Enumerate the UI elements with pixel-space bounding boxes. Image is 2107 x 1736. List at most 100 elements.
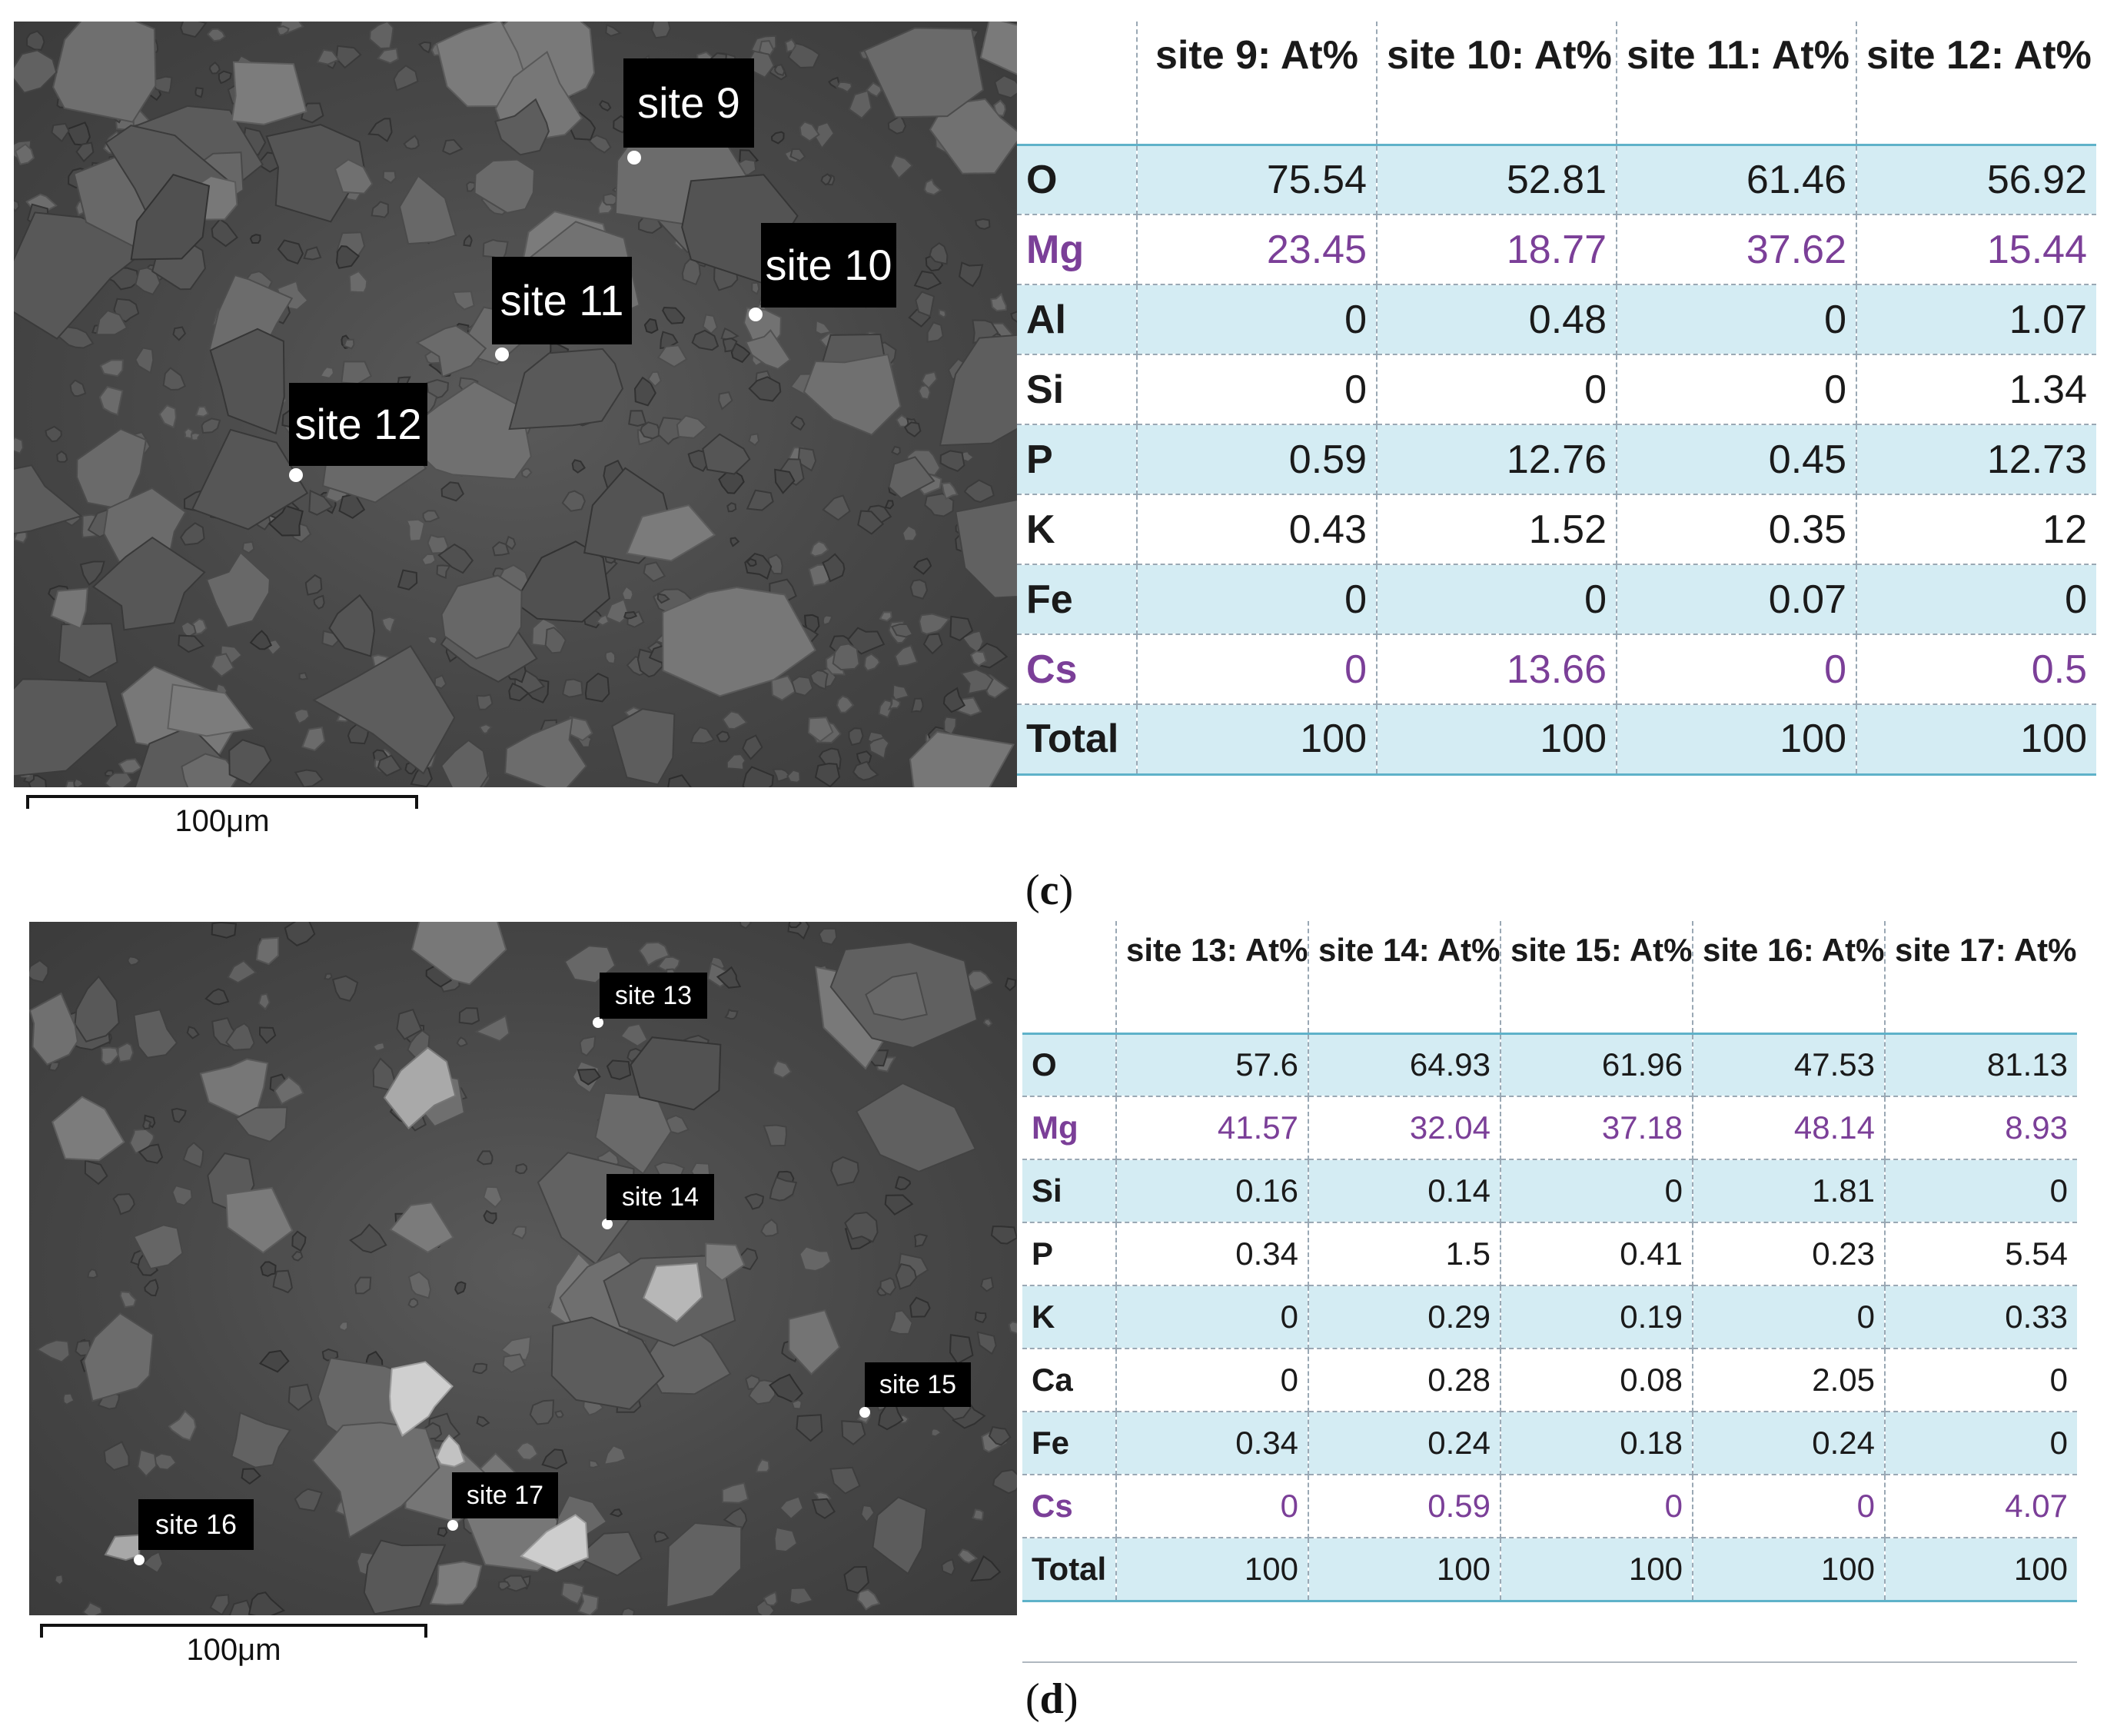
column-header: site 9: At% bbox=[1137, 22, 1378, 145]
site-14-label: site 14 bbox=[607, 1174, 714, 1220]
eds-table-d: site 13: At% site 14: At% site 15: At% site… bbox=[1022, 921, 2077, 1602]
site-11-label: site 11 bbox=[492, 257, 632, 344]
value-cell: 52.81 bbox=[1377, 143, 1617, 215]
element-cell: Total bbox=[1017, 704, 1138, 776]
table-row: Si 0.16 0.14 0 1.81 0 bbox=[1022, 1159, 2077, 1223]
table-row: O 75.54 52.81 61.46 56.92 bbox=[1017, 143, 2096, 215]
column-header: site 15: At% bbox=[1500, 921, 1693, 1033]
value-cell: 75.54 bbox=[1137, 143, 1378, 215]
table-body-c: O 75.54 52.81 61.46 56.92 Mg 23.45 18.77 37.62 15… bbox=[1017, 143, 2096, 776]
value-cell: 64.93 bbox=[1308, 1032, 1501, 1097]
value-cell: 0.24 bbox=[1693, 1412, 1886, 1475]
value-cell: 1.34 bbox=[1856, 354, 2096, 425]
value-cell: 1.07 bbox=[1856, 284, 2096, 355]
value-cell: 0 bbox=[1885, 1412, 2077, 1475]
sem-image-c: site 9 site 10 site 11 site 12 bbox=[14, 22, 1017, 787]
value-cell: 0.33 bbox=[1885, 1285, 2077, 1349]
site-12-marker bbox=[289, 468, 303, 482]
value-cell: 0 bbox=[1617, 354, 1857, 425]
value-cell: 37.62 bbox=[1617, 215, 1857, 285]
column-header: site 10: At% bbox=[1377, 22, 1617, 145]
column-header: site 14: At% bbox=[1308, 921, 1501, 1033]
value-cell: 0.35 bbox=[1617, 494, 1857, 565]
value-cell: 0 bbox=[1116, 1285, 1309, 1349]
site-9-marker bbox=[627, 151, 641, 165]
site-14-marker bbox=[602, 1219, 613, 1229]
table-row: P 0.34 1.5 0.41 0.23 5.54 bbox=[1022, 1222, 2077, 1286]
element-cell: Ca bbox=[1022, 1349, 1117, 1412]
value-cell: 0 bbox=[1693, 1475, 1886, 1538]
value-cell: 0 bbox=[1116, 1475, 1309, 1538]
value-cell: 0.14 bbox=[1308, 1159, 1501, 1223]
value-cell: 4.07 bbox=[1885, 1475, 2077, 1538]
table-row: O 57.6 64.93 61.96 47.53 81.13 bbox=[1022, 1032, 2077, 1097]
element-cell: Al bbox=[1017, 284, 1138, 355]
element-cell: Total bbox=[1022, 1538, 1117, 1602]
site-15-marker bbox=[859, 1407, 870, 1418]
table-row: K 0 0.29 0.19 0 0.33 bbox=[1022, 1285, 2077, 1349]
value-cell: 0.34 bbox=[1116, 1222, 1309, 1286]
value-cell: 0 bbox=[1500, 1159, 1693, 1223]
value-cell: 12.73 bbox=[1856, 424, 2096, 495]
column-header: site 17: At% bbox=[1885, 921, 2077, 1033]
table-header-c: site 9: At% site 10: At% site 11: At% site … bbox=[1017, 22, 2096, 145]
site-12-label: site 12 bbox=[289, 383, 427, 466]
value-cell: 12 bbox=[1856, 494, 2096, 565]
value-cell: 41.57 bbox=[1116, 1096, 1309, 1160]
header-corner bbox=[1017, 22, 1138, 145]
value-cell: 0.08 bbox=[1500, 1349, 1693, 1412]
sem-image-d: site 13 site 14 site 15 site 16 site 17 bbox=[29, 922, 1017, 1615]
value-cell: 13.66 bbox=[1377, 634, 1617, 705]
table-row: P 0.59 12.76 0.45 12.73 bbox=[1017, 424, 2096, 495]
element-cell: P bbox=[1022, 1222, 1117, 1286]
value-cell: 1.5 bbox=[1308, 1222, 1501, 1286]
scale-bar-text-c: 100μm bbox=[174, 804, 270, 838]
table-row: Fe 0 0 0.07 0 bbox=[1017, 564, 2096, 635]
site-15-label: site 15 bbox=[865, 1362, 971, 1407]
value-cell: 0 bbox=[1617, 284, 1857, 355]
value-cell: 61.96 bbox=[1500, 1032, 1693, 1097]
value-cell: 0.19 bbox=[1500, 1285, 1693, 1349]
value-cell: 0 bbox=[1137, 284, 1378, 355]
value-cell: 15.44 bbox=[1856, 215, 2096, 285]
value-cell: 5.54 bbox=[1885, 1222, 2077, 1286]
scale-bar-c: 100μm bbox=[26, 795, 418, 849]
element-cell: Cs bbox=[1017, 634, 1138, 705]
sem-particles-d bbox=[29, 922, 1017, 1615]
value-cell: 37.18 bbox=[1500, 1096, 1693, 1160]
value-cell: 0.07 bbox=[1617, 564, 1857, 635]
value-cell: 0 bbox=[1617, 634, 1857, 705]
value-cell: 32.04 bbox=[1308, 1096, 1501, 1160]
value-cell: 0 bbox=[1500, 1475, 1693, 1538]
value-cell: 0.28 bbox=[1308, 1349, 1501, 1412]
column-header: site 12: At% bbox=[1856, 22, 2096, 145]
table-divider-d bbox=[1022, 1661, 2077, 1663]
value-cell: 0.24 bbox=[1308, 1412, 1501, 1475]
value-cell: 100 bbox=[1856, 704, 2096, 776]
value-cell: 0.45 bbox=[1617, 424, 1857, 495]
value-cell: 0.16 bbox=[1116, 1159, 1309, 1223]
element-cell: Fe bbox=[1022, 1412, 1117, 1475]
sem-particles-c bbox=[14, 22, 1017, 787]
table-row: Cs 0 13.66 0 0.5 bbox=[1017, 634, 2096, 705]
table-header-d: site 13: At% site 14: At% site 15: At% site… bbox=[1022, 921, 2077, 1033]
panel-letter-d: d bbox=[1039, 1675, 1064, 1723]
site-11-marker bbox=[495, 348, 509, 361]
value-cell: 100 bbox=[1377, 704, 1617, 776]
value-cell: 2.05 bbox=[1693, 1349, 1886, 1412]
value-cell: 0.59 bbox=[1308, 1475, 1501, 1538]
value-cell: 0.48 bbox=[1377, 284, 1617, 355]
value-cell: 47.53 bbox=[1693, 1032, 1886, 1097]
value-cell: 0.43 bbox=[1137, 494, 1378, 565]
element-cell: O bbox=[1017, 143, 1138, 215]
value-cell: 100 bbox=[1308, 1538, 1501, 1602]
value-cell: 0 bbox=[1856, 564, 2096, 635]
value-cell: 0.41 bbox=[1500, 1222, 1693, 1286]
table-body-d: O 57.6 64.93 61.96 47.53 81.13 Mg 41.57 32.04 37.… bbox=[1022, 1032, 2077, 1602]
value-cell: 100 bbox=[1137, 704, 1378, 776]
scale-bar-d: 100μm bbox=[40, 1624, 427, 1678]
value-cell: 0.23 bbox=[1693, 1222, 1886, 1286]
element-cell: Si bbox=[1022, 1159, 1117, 1223]
value-cell: 100 bbox=[1617, 704, 1857, 776]
element-cell: Mg bbox=[1022, 1096, 1117, 1160]
